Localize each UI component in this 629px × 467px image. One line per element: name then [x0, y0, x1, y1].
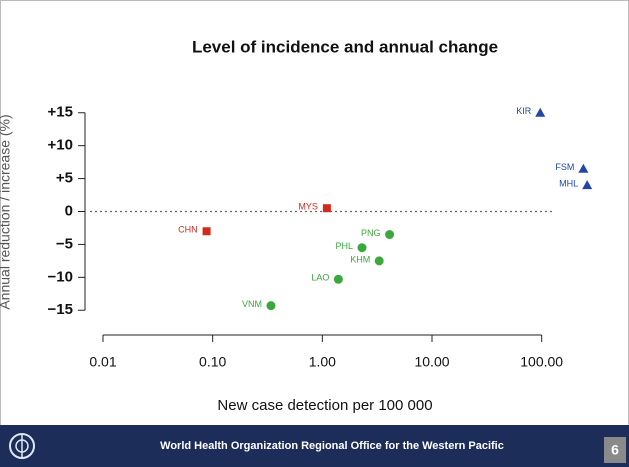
x-tick-label: 10.00 [414, 354, 449, 370]
y-tick-label: −15 [48, 301, 73, 318]
x-axis-label: New case detection per 100 000 [217, 397, 432, 414]
x-tick-label: 0.01 [89, 354, 116, 370]
point [374, 256, 384, 266]
y-tick-label: +15 [48, 104, 73, 121]
page-number-box [604, 437, 626, 463]
footer-band [0, 425, 629, 467]
x-tick-label: 1.00 [309, 354, 336, 370]
point [357, 243, 367, 253]
point-label: VNM [242, 299, 262, 309]
y-tick-label: −10 [48, 268, 73, 285]
y-tick-label: +5 [56, 170, 73, 187]
point [535, 107, 546, 117]
x-tick-label: 0.10 [199, 354, 226, 370]
point-label: CHN [178, 225, 198, 235]
point [202, 227, 211, 236]
point [322, 204, 331, 213]
y-tick-label: 0 [65, 202, 73, 219]
point-label: PHL [335, 241, 353, 251]
point [266, 301, 276, 311]
point [582, 180, 593, 190]
y-axis-label: Annual reduction / increase (%) [0, 114, 13, 309]
point [385, 230, 395, 240]
point-label: KHM [350, 254, 370, 264]
y-tick-label: −5 [56, 235, 73, 252]
point [333, 274, 343, 284]
point-label: PNG [361, 228, 381, 238]
point-label: MYS [298, 202, 318, 212]
footer-text: World Health Organization Regional Offic… [160, 440, 504, 452]
point-label: MHL [559, 179, 578, 189]
point-label: KIR [516, 106, 532, 116]
x-tick-label: 100.00 [520, 354, 563, 370]
page-number: 6 [611, 442, 619, 458]
who-logo [9, 433, 35, 459]
point-label: FSM [555, 162, 574, 172]
point-label: LAO [311, 273, 329, 283]
chart-title: Level of incidence and annual change [192, 37, 498, 56]
point [578, 163, 589, 173]
y-tick-label: +10 [48, 137, 73, 154]
